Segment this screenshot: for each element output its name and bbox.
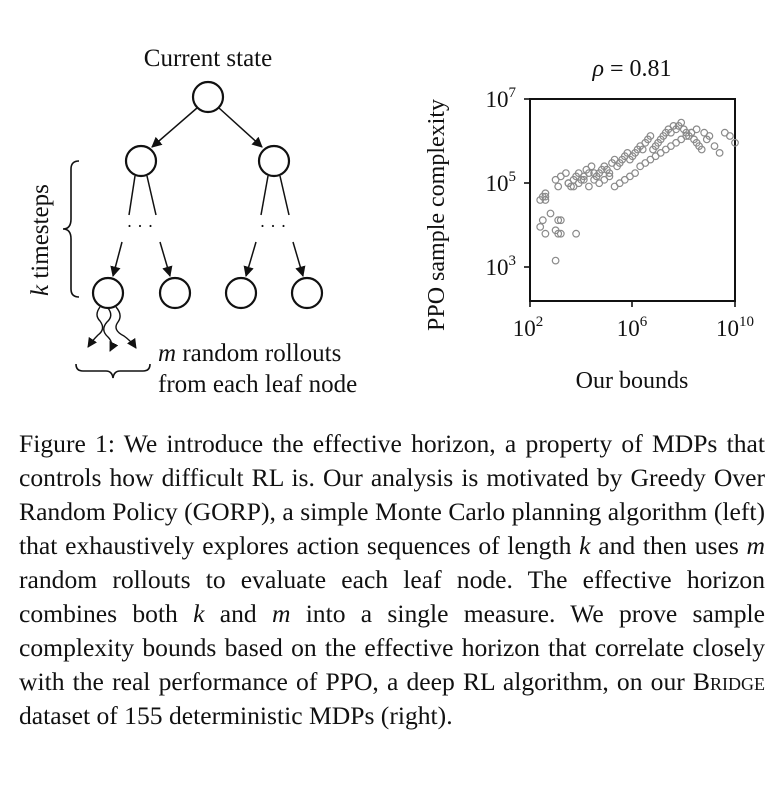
scatter-point [541,189,550,198]
rollout-label-line1-text: random rollouts [176,340,341,367]
scatter-point [631,169,640,178]
figure-caption: Figure 1: We introduce the effective hor… [19,427,765,733]
scatter-point [646,132,655,140]
edge-root-left [151,107,198,148]
ellipsis-right: · · · [260,216,287,236]
scatter-point [590,169,599,178]
scatter-point [731,138,739,147]
x-axis-label: Our bounds [576,368,689,394]
level1-right-node [257,144,291,178]
x-tick-label-2: 106 [617,314,648,341]
scatter-point [587,162,596,171]
chart-title: ρ = 0.81 [591,56,671,82]
k-timesteps-label: k timesteps [27,184,54,296]
scatter-point [638,145,647,154]
scatter-points [536,118,739,265]
scatter-point [554,216,563,225]
y-axis-label: PPO sample complexity [424,99,450,331]
scatter-point [556,216,565,225]
k-variable: k [27,284,54,296]
scatter-point [697,145,706,154]
rho-symbol: ρ [591,56,604,82]
scatter-point [572,229,581,238]
scatter-point [554,229,563,238]
scatter-point [546,209,555,218]
edge-to-leaf-1 [110,241,123,278]
scatter-point [677,118,686,127]
scatter-point [556,229,565,238]
y-tick-label-3: 103 [486,253,517,280]
rollouts-brace [75,363,151,379]
rho-value: = 0.81 [604,56,672,82]
m-variable: m [158,340,176,367]
leaf-node-4 [290,276,324,310]
scatter-point [715,148,724,157]
scatter-point [561,169,570,178]
scatter-point [692,125,701,134]
edge-to-leaf-4 [292,241,306,278]
scatter-point [705,132,714,140]
rollout-arrow-3 [115,306,137,349]
caption-part-6: dataset of 155 deterministic MDPs (right… [19,701,453,730]
scatter-point [605,172,614,181]
scatter-plot: ρ = 0.81 PPO sample complexity Our bound… [424,56,754,394]
rollout-label-line1: m random rollouts [158,340,341,367]
rollout-arrow-2 [103,307,119,352]
edge-root-right [218,107,263,148]
edge-l1-right-b-top [279,175,290,216]
caption-part-2: and then uses [590,531,747,560]
scatter-point [541,229,550,238]
y-tick-group: 107 105 103 [486,85,530,280]
caption-var-k-2: k [193,599,205,628]
ellipsis-left: · · · [127,216,154,236]
timesteps-text: timesteps [27,184,54,278]
scatter-point [584,182,593,191]
scatter-point [538,216,547,225]
scatter-point [541,192,550,201]
scatter-point [551,256,560,265]
caption-var-m-1: m [746,531,765,560]
timesteps-brace [62,160,80,298]
level1-left-node [124,144,158,178]
scatter-point [710,142,719,150]
edge-l1-left-a-top [128,175,136,216]
edge-l1-right-a-top [260,175,269,216]
leaf-node-1 [91,276,125,310]
x-tick-label-1: 102 [513,314,544,341]
scatter-point [536,222,545,231]
x-tick-label-3: 1010 [716,314,754,341]
leaf-node-3 [224,276,258,310]
y-tick-label-1: 107 [486,85,517,112]
caption-var-k-1: k [579,531,591,560]
scatter-point [726,132,734,140]
caption-var-m-2: m [271,599,291,628]
edge-to-leaf-3 [243,241,257,278]
edge-to-leaf-2 [159,241,173,278]
leaf-node-2 [158,276,192,310]
caption-part-1: Figure 1: We introduce the effective hor… [19,429,765,560]
scatter-point [605,169,614,178]
root-node [191,80,225,114]
caption-part-5: into a single measure. We prove sample c… [19,599,765,696]
y-tick-label-2: 105 [486,169,517,196]
scatter-point [579,175,588,184]
caption-part-4: and [204,599,272,628]
edge-l1-left-b-top [146,175,157,216]
caption-dataset-name: Bridge [692,667,765,696]
root-state-label: Current state [144,45,272,72]
rollout-arrow-1 [87,306,104,348]
scatter-point [584,169,593,178]
gorp-tree-diagram: Current state · · · · · · [27,45,357,398]
scatter-point [554,182,563,191]
caption-part-3: random rollouts to evaluate each leaf no… [19,565,765,628]
rollout-label-line2: from each leaf node [158,371,357,398]
x-tick-group: 102 106 1010 [513,301,754,341]
